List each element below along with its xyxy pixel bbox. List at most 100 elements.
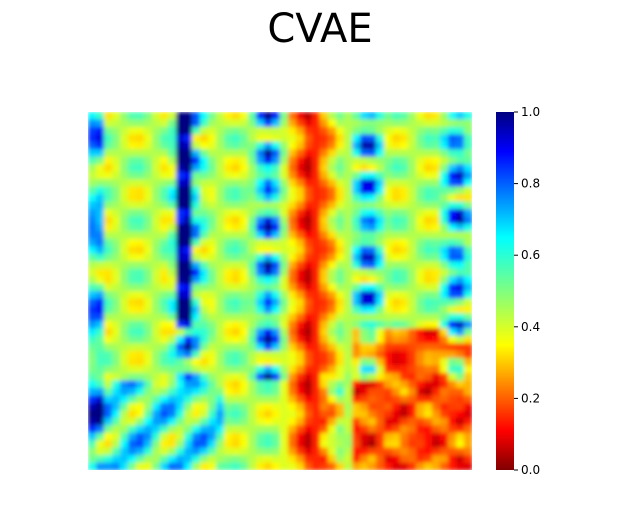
heatmap-cell <box>232 171 241 180</box>
heatmap-cell <box>184 298 193 307</box>
heatmap-cell <box>264 440 273 449</box>
heatmap-cell <box>136 126 145 135</box>
heatmap-cell <box>392 194 401 203</box>
heatmap-cell <box>184 238 193 247</box>
heatmap-cell <box>248 425 257 434</box>
heatmap-cell <box>144 268 153 277</box>
heatmap-cell <box>192 134 201 143</box>
heatmap-cell <box>224 335 233 344</box>
heatmap-cell <box>376 328 385 337</box>
heatmap-cell <box>296 208 305 218</box>
heatmap-cell <box>336 373 345 382</box>
heatmap-cell <box>128 335 137 344</box>
heatmap-cell <box>256 350 265 359</box>
heatmap-cell <box>456 119 465 128</box>
heatmap-cell <box>400 276 409 285</box>
heatmap-cell <box>368 380 377 389</box>
heatmap-cell <box>264 365 273 374</box>
heatmap-cell <box>120 156 129 165</box>
heatmap-cell <box>400 328 409 337</box>
heatmap-cell <box>360 432 369 441</box>
heatmap-cell <box>192 283 201 292</box>
heatmap-cell <box>448 134 457 143</box>
heatmap-cell <box>176 276 185 285</box>
heatmap-cell <box>288 216 297 225</box>
heatmap-cell <box>176 335 185 344</box>
heatmap-cell <box>272 462 281 470</box>
heatmap-cell <box>376 208 385 218</box>
heatmap-cell <box>296 156 305 165</box>
heatmap-cell <box>440 223 449 232</box>
heatmap-cell <box>240 261 249 270</box>
heatmap-cell <box>240 223 249 232</box>
heatmap-cell <box>368 179 377 188</box>
heatmap-cell <box>104 350 113 359</box>
heatmap-cell <box>208 343 217 352</box>
heatmap-cell <box>344 186 353 195</box>
heatmap-cell <box>464 462 472 470</box>
heatmap-cell <box>136 283 145 292</box>
heatmap-cell <box>240 380 249 389</box>
heatmap-cell <box>384 194 393 203</box>
heatmap-cell <box>96 432 105 441</box>
heatmap-cell <box>128 134 137 143</box>
heatmap-cell <box>88 171 97 180</box>
heatmap-cell <box>160 156 169 165</box>
heatmap-cell <box>304 387 313 397</box>
heatmap-cell <box>248 313 257 322</box>
heatmap-cell <box>256 462 265 470</box>
heatmap-cell <box>392 402 401 411</box>
heatmap-cell <box>376 141 385 150</box>
heatmap-cell <box>216 455 225 464</box>
heatmap-cell <box>296 335 305 344</box>
heatmap-cell <box>368 417 377 426</box>
heatmap-cell <box>384 373 393 382</box>
heatmap-cell <box>184 455 193 464</box>
heatmap-cell <box>128 402 137 411</box>
heatmap-cell <box>344 387 353 397</box>
heatmap-cell <box>224 328 233 337</box>
heatmap-cell <box>408 402 417 411</box>
heatmap-cell <box>104 179 113 188</box>
heatmap-cell <box>224 343 233 352</box>
heatmap-cell <box>208 171 217 180</box>
heatmap-cell <box>264 253 273 262</box>
heatmap-cell <box>208 126 217 135</box>
heatmap-cell <box>168 268 177 277</box>
heatmap-cell <box>128 343 137 352</box>
heatmap-cell <box>168 253 177 262</box>
heatmap-cell <box>192 313 201 322</box>
heatmap-cell <box>152 402 161 411</box>
heatmap-cell <box>88 201 97 210</box>
heatmap-cell <box>312 410 321 419</box>
heatmap-cell <box>400 164 409 173</box>
heatmap-cell <box>176 425 185 434</box>
heatmap-cell <box>168 387 177 397</box>
heatmap-cell <box>248 440 257 449</box>
heatmap-cell <box>160 291 169 300</box>
heatmap-cell <box>144 194 153 203</box>
heatmap-cell <box>424 268 433 277</box>
heatmap-cell <box>424 149 433 158</box>
heatmap-cell <box>112 291 121 300</box>
heatmap-cell <box>256 365 265 374</box>
heatmap-cell <box>152 462 161 470</box>
heatmap-cell <box>232 246 241 255</box>
heatmap-cell <box>136 141 145 150</box>
heatmap-cell <box>416 134 425 143</box>
heatmap-cell <box>360 425 369 434</box>
heatmap-cell <box>200 119 209 128</box>
heatmap-cell <box>152 410 161 419</box>
heatmap-cell <box>296 276 305 285</box>
heatmap-cell <box>304 134 313 143</box>
heatmap-cell <box>464 253 472 262</box>
heatmap-cell <box>168 335 177 344</box>
heatmap-cell <box>312 276 321 285</box>
heatmap-cell <box>416 253 425 262</box>
heatmap-cell <box>400 141 409 150</box>
heatmap-cell <box>152 343 161 352</box>
heatmap-cell <box>408 283 417 292</box>
heatmap-cell <box>176 112 185 121</box>
heatmap-cell <box>296 231 305 240</box>
heatmap-cell <box>400 320 409 329</box>
